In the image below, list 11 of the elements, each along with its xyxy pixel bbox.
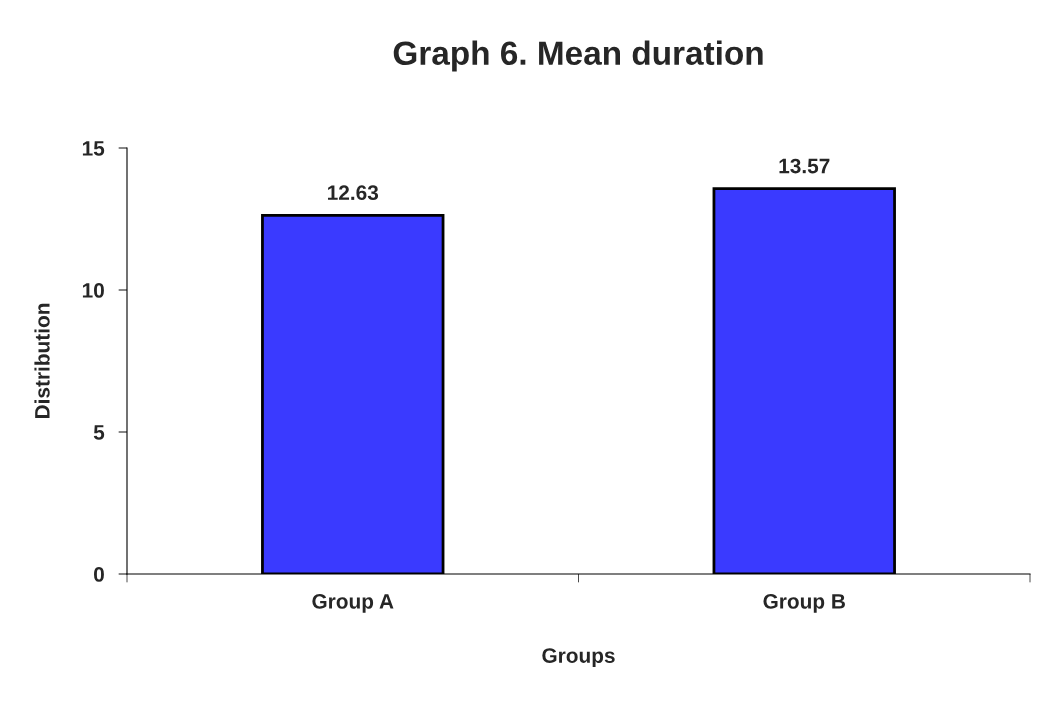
y-axis-title: Distribution [34, 303, 50, 419]
chart-title: Graph 6. Mean duration [393, 40, 763, 72]
y-tick-label: 5 [93, 425, 105, 440]
data-label: 13.57 [779, 158, 830, 174]
y-tick-label: 10 [82, 283, 104, 298]
x-tick-label: Group A [312, 593, 394, 613]
x-tick-label: Group B [763, 593, 845, 613]
y-tick-label: 0 [94, 567, 104, 582]
x-axis-title: Groups [542, 648, 615, 668]
y-tick-label: 15 [82, 141, 105, 156]
data-label: 12.63 [328, 185, 379, 201]
